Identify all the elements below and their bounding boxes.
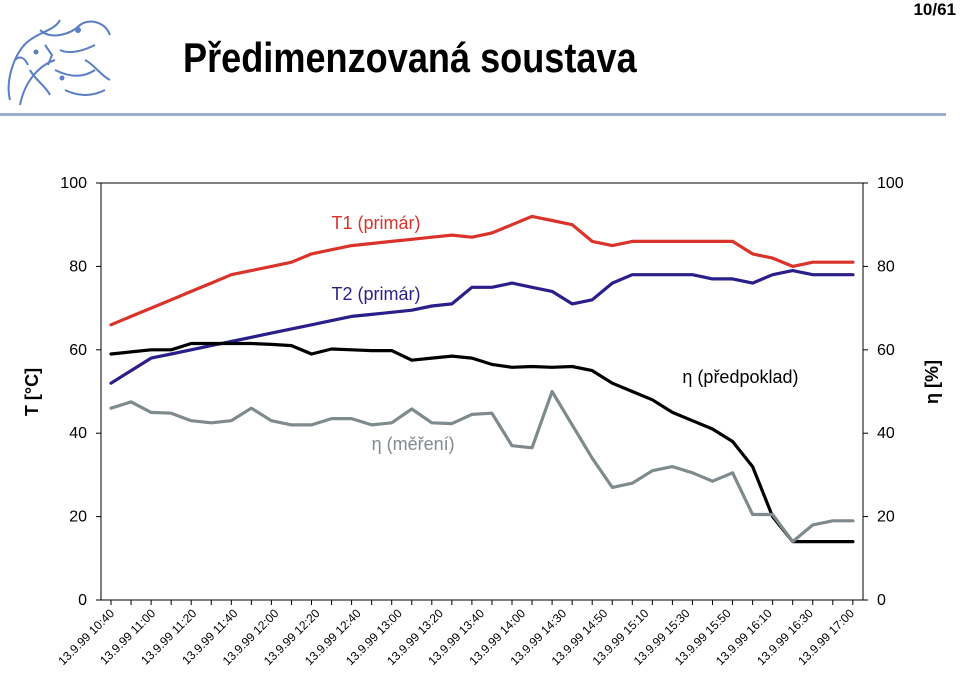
y-tick-label-right: 80	[877, 258, 895, 275]
slide-title: Předimenzovaná soustava	[183, 34, 637, 81]
y-tick-label-left: 20	[69, 509, 87, 526]
series-line	[109, 214, 855, 327]
y-axis-right-label: η [%]	[922, 360, 942, 404]
slide-number: 10/61	[913, 0, 956, 19]
series-line	[109, 269, 855, 385]
series-line	[109, 389, 855, 544]
series-label: T2 (primár)	[332, 284, 421, 304]
y-tick-label-right: 100	[877, 175, 904, 192]
series-line	[109, 341, 855, 544]
series-label: η (měření)	[372, 434, 455, 454]
y-tick-label-right: 20	[877, 509, 895, 526]
y-tick-label-right: 40	[877, 425, 895, 442]
y-tick-label-left: 80	[69, 258, 87, 275]
series-label: T1 (primár)	[332, 213, 421, 233]
y-tick-label-right: 60	[877, 342, 895, 359]
y-tick-label-left: 100	[60, 175, 87, 192]
title-divider	[0, 113, 946, 116]
y-tick-label-right: 0	[877, 592, 886, 609]
y-axis-left-label: T [°C]	[22, 368, 42, 416]
y-tick-label-left: 40	[69, 425, 87, 442]
university-logo	[7, 19, 111, 106]
y-tick-label-left: 0	[78, 592, 87, 609]
plot-frame	[100, 182, 864, 601]
series-label: η (předpoklad)	[682, 367, 798, 387]
y-tick-label-left: 60	[69, 342, 87, 359]
